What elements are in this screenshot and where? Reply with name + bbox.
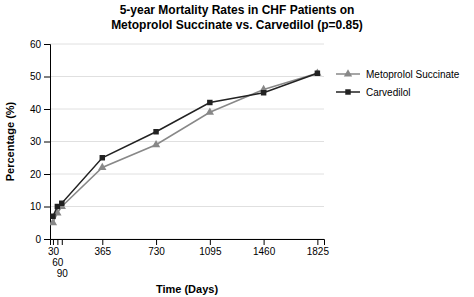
series-line [53,73,317,216]
data-point [207,100,212,105]
x-tick-mark [102,239,103,245]
x-tick-mark [62,239,63,245]
y-axis: 0 10 20 30 40 50 60 [30,39,51,245]
y-tick-mark [44,174,50,175]
y-axis-title: Percentage (%) [4,101,16,181]
y-tick: 20 [30,169,50,180]
x-tick-label: 1460 [253,246,276,257]
grid-line [50,76,324,77]
x-tick: 60 [52,239,64,268]
legend-marker [345,89,350,94]
y-tick: 60 [30,39,50,50]
series-line [53,73,317,223]
data-point [98,163,106,170]
y-tick-mark [44,239,50,240]
y-tick-mark [44,44,50,45]
grid-line [50,206,324,207]
y-axis-line [44,45,51,240]
x-tick-mark [57,239,58,245]
y-tick-label: 60 [30,39,42,50]
chart: 5-year Mortality Rates in CHF Patients o… [0,0,474,297]
y-tick-label: 20 [30,169,42,180]
x-tick-mark [264,239,265,245]
y-tick: 10 [30,201,50,212]
x-tick: 30 [48,239,60,257]
x-tick: 730 [148,239,165,257]
x-tick-label: 730 [148,246,165,257]
legend-label: Metoprolol Succinate [366,69,460,80]
legend-marker [344,69,352,76]
x-tick-label: 30 [48,246,60,257]
grid-line [50,44,324,45]
legend: Metoprolol Succinate Carvedilol [336,69,460,98]
title-line: 5-year Mortality Rates in CHF Patients o… [120,3,355,17]
data-point [315,71,320,76]
y-tick: 40 [30,104,50,115]
x-tick-label: 90 [57,268,69,279]
data-point [59,201,64,206]
x-tick-label: 1095 [199,246,222,257]
data-point [261,90,266,95]
x-axis-line [51,240,325,246]
plot-area [50,68,322,225]
x-tick-mark [53,239,54,245]
x-tick: 90 [57,239,69,279]
y-tick-mark [44,207,50,208]
x-tick-mark [156,239,157,245]
x-tick-mark [210,239,211,245]
data-point [152,140,160,147]
x-tick-label: 365 [94,246,111,257]
y-tick-mark [44,77,50,78]
y-tick-label: 50 [30,71,42,82]
x-tick-mark [317,239,318,245]
grid-line [50,174,324,175]
data-point [206,107,214,114]
legend-label: Carvedilol [366,87,410,98]
x-axis-title: Time (Days) [156,283,218,295]
x-tick: 365 [94,239,111,257]
grid-line [50,109,324,110]
y-tick-mark [44,142,50,143]
y-tick-label: 40 [30,104,42,115]
data-point [50,214,55,219]
grid-line [50,141,324,142]
x-axis: 306090 365 730 1095 1460 1825 [48,239,330,279]
grid [50,44,324,239]
data-point [153,129,158,134]
y-tick: 30 [30,136,50,147]
y-tick-label: 10 [30,201,42,212]
title-line: Metoprolol Succinate vs. Carvedilol (p=0… [111,18,363,32]
y-tick-label: 30 [30,136,42,147]
title: 5-year Mortality Rates in CHF Patients o… [111,3,363,32]
data-point [50,218,57,225]
x-tick: 1460 [253,239,276,257]
data-point [100,155,105,160]
y-tick-label: 0 [35,234,41,245]
legend-item: Carvedilol [336,87,410,98]
x-tick: 1825 [307,239,330,257]
y-tick: 0 [35,234,50,245]
y-tick: 50 [30,71,50,82]
legend-item: Metoprolol Succinate [336,69,460,80]
y-tick-mark [44,109,50,110]
x-tick-label: 60 [52,257,64,268]
x-tick-label: 1825 [307,246,330,257]
x-tick: 1095 [199,239,222,257]
